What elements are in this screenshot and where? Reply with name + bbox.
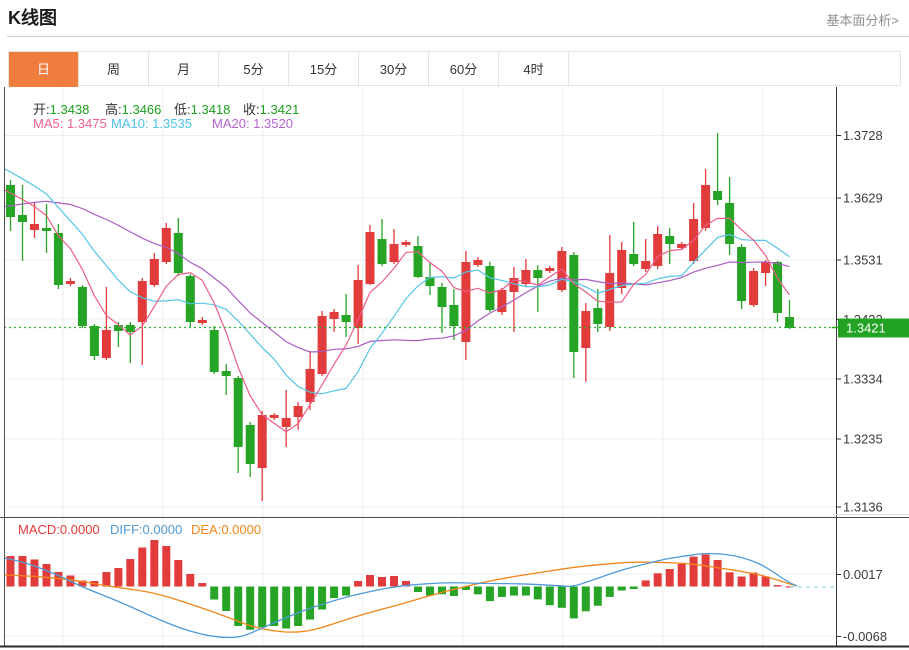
- svg-text:1.3728: 1.3728: [843, 128, 883, 143]
- svg-text:1.3136: 1.3136: [843, 500, 883, 515]
- svg-text:1.3235: 1.3235: [843, 432, 883, 447]
- svg-text:1.3629: 1.3629: [843, 191, 883, 206]
- svg-text:1.3334: 1.3334: [843, 372, 883, 387]
- svg-text:1.3421: 1.3421: [846, 321, 886, 336]
- svg-text:-0.0068: -0.0068: [843, 629, 887, 644]
- svg-text:1.3531: 1.3531: [843, 253, 883, 268]
- svg-text:0.0017: 0.0017: [843, 567, 883, 582]
